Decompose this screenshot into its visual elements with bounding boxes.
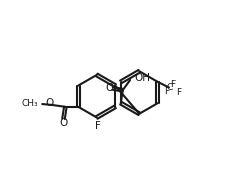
Text: C: C [167, 83, 173, 92]
Text: CH₃: CH₃ [21, 99, 38, 108]
Text: O: O [46, 98, 54, 108]
Text: F: F [164, 87, 169, 96]
Text: F: F [170, 80, 175, 89]
Text: O: O [59, 118, 68, 128]
Text: F: F [95, 121, 101, 131]
Text: F: F [176, 88, 181, 97]
Text: OH: OH [135, 73, 151, 83]
Text: O: O [105, 83, 113, 93]
